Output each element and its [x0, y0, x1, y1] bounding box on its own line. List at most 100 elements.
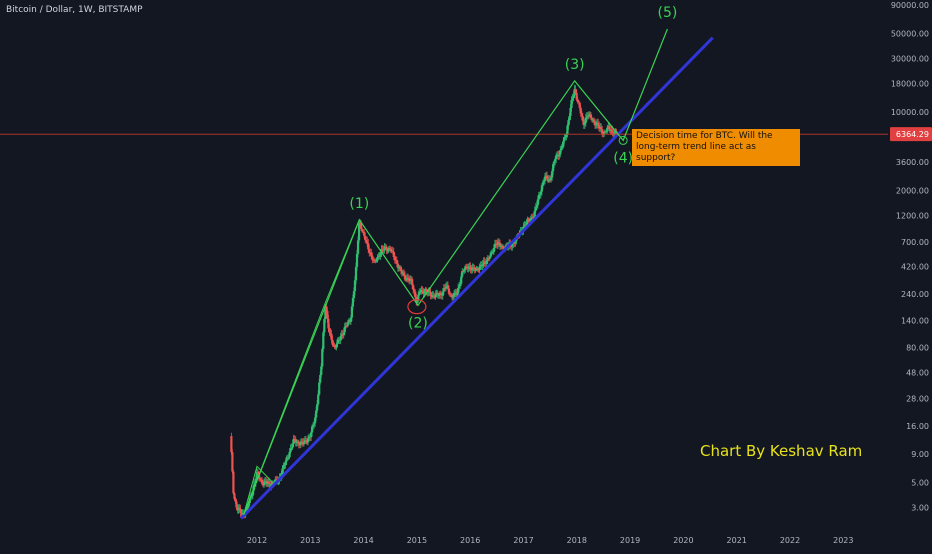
- candle-body: [343, 326, 346, 333]
- candle-body: [253, 482, 256, 485]
- candle-body: [399, 267, 403, 272]
- candle-body: [350, 306, 354, 318]
- candle-body: [448, 293, 452, 295]
- candle-body: [545, 175, 549, 180]
- candle-body: [563, 137, 566, 142]
- candle-body: [493, 243, 497, 248]
- candle-body: [421, 289, 424, 292]
- candle-body: [434, 293, 437, 298]
- x-axis[interactable]: 2012 2013 2014 2015 2016 2017 2018 2019 2020 2021…: [0, 530, 888, 550]
- candle-body: [549, 177, 553, 180]
- candle-body: [482, 261, 485, 265]
- x-tick-label-0: 2012: [247, 536, 267, 545]
- candle-body: [251, 490, 254, 496]
- current-price-label: 6364.29: [896, 130, 929, 139]
- y-tick-label-12: 80.00: [906, 344, 929, 353]
- x-tick-label-7: 2019: [620, 536, 640, 545]
- candle-body: [553, 161, 556, 165]
- candle-body: [446, 285, 450, 289]
- candle-body: [578, 102, 581, 108]
- candle-body: [538, 194, 541, 196]
- current-price-badge: [890, 127, 932, 142]
- candle-body: [514, 241, 517, 244]
- candle-body: [598, 125, 601, 128]
- candle-body: [353, 280, 357, 292]
- candle-body: [581, 116, 584, 121]
- candle-body: [511, 243, 514, 247]
- candle-body: [535, 205, 538, 208]
- candle-body: [331, 339, 334, 345]
- candle-body: [379, 253, 382, 257]
- candle-body: [285, 457, 288, 462]
- y-axis[interactable]: 90000.00 50000.00 30000.00 18000.00 10000.00…: [888, 0, 932, 550]
- candle-body: [361, 228, 364, 232]
- candle-body: [309, 432, 313, 438]
- long-term-trend-line[interactable]: [239, 36, 714, 520]
- candle-body: [411, 279, 414, 286]
- candle-body: [260, 479, 264, 484]
- x-tick-label-6: 2018: [567, 536, 587, 545]
- candle-body: [605, 131, 608, 133]
- candle-body: [371, 255, 374, 260]
- candle-body: [392, 251, 395, 258]
- candle-body: [464, 266, 467, 270]
- candle-body: [245, 508, 248, 512]
- x-tick-label-3: 2015: [407, 536, 427, 545]
- candle-body: [234, 498, 237, 502]
- candle-body: [539, 191, 542, 195]
- candle-body: [433, 296, 436, 298]
- candle-body: [345, 325, 348, 327]
- candle-body: [471, 267, 474, 270]
- candle-body: [360, 222, 363, 229]
- candle-body: [302, 442, 305, 445]
- elliott-wave-line[interactable]: [243, 28, 668, 515]
- candle-body: [543, 176, 547, 181]
- candle-body: [533, 210, 536, 217]
- candle-body: [575, 92, 578, 100]
- candle-body: [439, 293, 442, 295]
- y-tick-label-13: 48.00: [906, 368, 929, 377]
- candle-body: [529, 218, 532, 222]
- candle-body: [387, 248, 390, 251]
- lines-group: [0, 28, 888, 520]
- annotation-callout[interactable]: Decision time for BTC. Will the long-ter…: [632, 129, 800, 166]
- candle-body: [467, 267, 470, 269]
- y-tick-label-5: 3600.00: [896, 158, 929, 167]
- candle-body: [310, 426, 314, 433]
- candle-body: [319, 374, 322, 383]
- candle-body: [366, 240, 369, 244]
- candle-body: [265, 481, 268, 484]
- x-tick-label-9: 2021: [727, 536, 747, 545]
- y-tick-label-17: 5.00: [911, 479, 929, 488]
- x-tick-label-8: 2020: [673, 536, 693, 545]
- wave-label-5: (5): [657, 5, 677, 21]
- candle-body: [368, 249, 371, 253]
- candle-body: [330, 333, 333, 340]
- candle-body: [561, 146, 564, 149]
- candle-body: [292, 438, 295, 444]
- candle-body: [400, 271, 404, 274]
- candle-body: [342, 332, 345, 335]
- y-tick-label-18: 3.00: [911, 504, 929, 513]
- candle-body: [326, 311, 329, 319]
- candle-body: [299, 441, 302, 445]
- candle-body: [570, 100, 573, 108]
- candle-body: [442, 288, 445, 292]
- wave-4-marker: [618, 135, 628, 145]
- candle-body: [481, 264, 484, 267]
- candle-body: [562, 141, 565, 147]
- candle-body: [476, 267, 479, 270]
- candle-body: [589, 114, 593, 119]
- candle-body: [450, 294, 454, 298]
- candle-body: [375, 260, 378, 262]
- candle-body: [606, 127, 609, 132]
- candle-body: [335, 344, 338, 348]
- candle-body: [356, 240, 360, 254]
- candle-body: [477, 269, 480, 271]
- candle-body: [559, 150, 562, 155]
- candle-body: [584, 117, 587, 123]
- candle-body: [298, 444, 301, 446]
- candle-body: [391, 250, 394, 252]
